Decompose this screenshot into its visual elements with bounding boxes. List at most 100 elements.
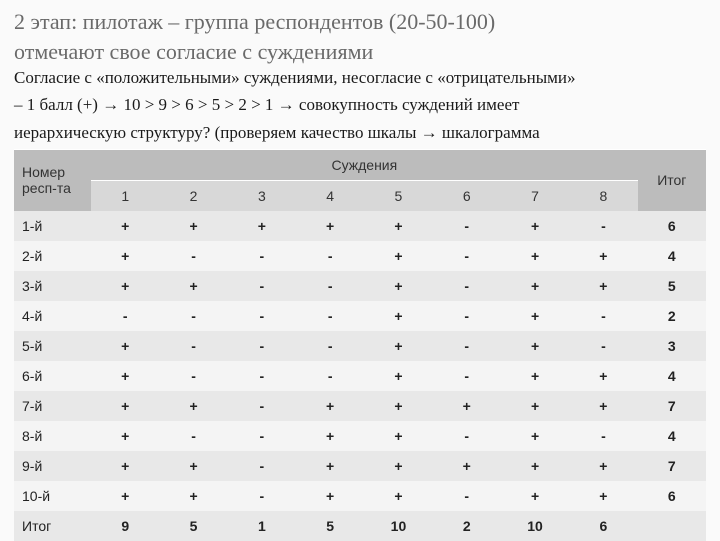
- head-col-2: 2: [159, 180, 227, 211]
- row-total: 7: [638, 451, 706, 481]
- row-id: 7-й: [14, 391, 91, 421]
- cell: +: [569, 481, 637, 511]
- head-col-3: 3: [228, 180, 296, 211]
- cell: -: [433, 211, 501, 241]
- col-total: 10: [364, 511, 432, 541]
- cell: -: [159, 301, 227, 331]
- row-id: 10-й: [14, 481, 91, 511]
- table-row: 2-й+---+-++4: [14, 241, 706, 271]
- row-total: 6: [638, 481, 706, 511]
- col-total: 10: [501, 511, 569, 541]
- cell: +: [501, 271, 569, 301]
- col-total: 1: [228, 511, 296, 541]
- cell: +: [364, 391, 432, 421]
- cell: +: [364, 451, 432, 481]
- head-col-1: 1: [91, 180, 159, 211]
- row-id: 3-й: [14, 271, 91, 301]
- table-row: 3-й++--+-++5: [14, 271, 706, 301]
- table-row: 8-й+--++-+-4: [14, 421, 706, 451]
- cell: +: [569, 451, 637, 481]
- cell: +: [501, 391, 569, 421]
- col-total: 9: [91, 511, 159, 541]
- cell: +: [433, 391, 501, 421]
- cell: +: [296, 421, 364, 451]
- cell: +: [501, 481, 569, 511]
- cell: +: [159, 211, 227, 241]
- desc-line3: иерархическую структуру? (проверяем каче…: [14, 122, 706, 143]
- cell: -: [433, 421, 501, 451]
- cell: +: [159, 271, 227, 301]
- cell: +: [364, 211, 432, 241]
- row-total: 4: [638, 241, 706, 271]
- col-total: 5: [296, 511, 364, 541]
- cell: -: [433, 481, 501, 511]
- head-col-7: 7: [501, 180, 569, 211]
- cell: -: [569, 211, 637, 241]
- cell: -: [296, 361, 364, 391]
- cell: +: [159, 391, 227, 421]
- cell: -: [228, 391, 296, 421]
- head-col-8: 8: [569, 180, 637, 211]
- row-id: 9-й: [14, 451, 91, 481]
- head-total: Итог: [638, 149, 706, 211]
- cell: -: [433, 241, 501, 271]
- row-id: 1-й: [14, 211, 91, 241]
- cell: +: [364, 361, 432, 391]
- cell: +: [91, 481, 159, 511]
- cell: -: [296, 241, 364, 271]
- row-total: 4: [638, 421, 706, 451]
- cell: +: [296, 391, 364, 421]
- cell: +: [91, 451, 159, 481]
- table-body: 1-й+++++-+-62-й+---+-++43-й++--+-++54-й-…: [14, 211, 706, 541]
- cell: -: [569, 301, 637, 331]
- cell: +: [364, 301, 432, 331]
- cell: +: [91, 241, 159, 271]
- cell: +: [159, 481, 227, 511]
- table-row: 7-й++-+++++7: [14, 391, 706, 421]
- row-id: 4-й: [14, 301, 91, 331]
- row-total: 3: [638, 331, 706, 361]
- cell: -: [569, 421, 637, 451]
- row-total: 2: [638, 301, 706, 331]
- table-row: 4-й----+-+-2: [14, 301, 706, 331]
- cell: -: [228, 331, 296, 361]
- cell: +: [159, 451, 227, 481]
- cell: +: [433, 451, 501, 481]
- cell: +: [569, 271, 637, 301]
- cell: -: [159, 241, 227, 271]
- judgement-table: Номер респ-та Суждения Итог 12345678 1-й…: [14, 149, 706, 541]
- cell: +: [501, 301, 569, 331]
- cell: +: [91, 361, 159, 391]
- head-judg: Суждения: [91, 149, 638, 180]
- cell: -: [228, 451, 296, 481]
- cell: -: [433, 301, 501, 331]
- cell: -: [569, 331, 637, 361]
- row-id: 2-й: [14, 241, 91, 271]
- cell: +: [364, 421, 432, 451]
- cell: -: [296, 271, 364, 301]
- table-head: Номер респ-та Суждения Итог 12345678: [14, 149, 706, 211]
- cell: +: [501, 361, 569, 391]
- row-total: 5: [638, 271, 706, 301]
- cell: +: [569, 391, 637, 421]
- cell: +: [296, 451, 364, 481]
- cell: +: [296, 481, 364, 511]
- cell: +: [569, 361, 637, 391]
- cell: -: [296, 331, 364, 361]
- cell: -: [228, 361, 296, 391]
- head-id: Номер респ-та: [14, 149, 91, 211]
- cell: -: [228, 481, 296, 511]
- cell: +: [501, 331, 569, 361]
- cell: +: [91, 391, 159, 421]
- total-label: Итог: [14, 511, 91, 541]
- cell: -: [159, 331, 227, 361]
- cell: +: [228, 211, 296, 241]
- stage-title-line2: отмечают свое согласие с суждениями: [14, 38, 706, 66]
- cell: +: [569, 241, 637, 271]
- cell: +: [364, 481, 432, 511]
- cell: +: [91, 211, 159, 241]
- head-col-5: 5: [364, 180, 432, 211]
- cell: +: [501, 421, 569, 451]
- col-total: 5: [159, 511, 227, 541]
- cell: -: [159, 361, 227, 391]
